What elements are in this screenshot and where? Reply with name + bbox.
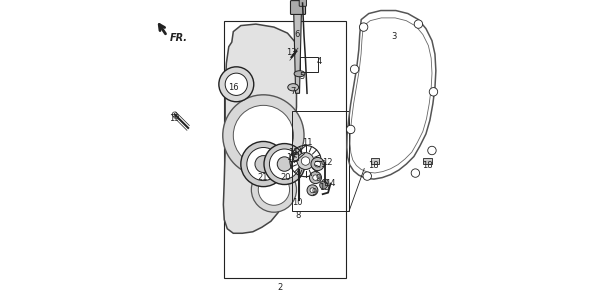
Circle shape [233,105,293,166]
Circle shape [251,167,297,212]
FancyBboxPatch shape [299,0,306,6]
Circle shape [307,185,318,196]
Circle shape [219,67,254,102]
Text: 21: 21 [258,173,268,182]
Text: 3: 3 [392,32,397,41]
Circle shape [297,153,314,169]
Text: 11: 11 [302,138,312,147]
Text: 7: 7 [290,87,296,96]
Circle shape [346,125,355,134]
Text: 13: 13 [286,48,297,57]
Circle shape [223,95,304,176]
Text: 18: 18 [369,161,379,170]
Circle shape [414,20,422,28]
Text: 16: 16 [228,83,238,92]
Bar [224,21,346,278]
Circle shape [277,157,291,171]
Bar [300,57,317,72]
Circle shape [270,149,300,179]
Text: 11: 11 [289,147,299,157]
Circle shape [310,188,315,193]
Circle shape [258,174,290,205]
Circle shape [247,147,280,181]
Circle shape [411,169,419,177]
Text: 5: 5 [299,72,304,81]
Circle shape [314,161,320,167]
Bar [292,111,349,211]
Circle shape [241,141,286,187]
Circle shape [313,175,318,180]
Text: 2: 2 [277,283,283,292]
Circle shape [225,73,247,95]
Circle shape [255,156,272,172]
Circle shape [359,23,368,31]
Circle shape [309,172,322,184]
Circle shape [430,88,438,96]
Text: 12: 12 [322,158,333,167]
Circle shape [172,112,177,117]
Circle shape [322,179,328,185]
Circle shape [428,146,436,155]
Circle shape [320,181,327,189]
Text: 15: 15 [319,183,330,192]
Text: 6: 6 [295,30,300,39]
Bar [371,158,379,164]
Bar [293,152,298,160]
Text: 14: 14 [325,179,336,188]
Ellipse shape [294,71,305,77]
FancyBboxPatch shape [290,1,306,14]
Text: 9: 9 [316,174,321,183]
Text: FR.: FR. [169,33,188,43]
Text: 19: 19 [169,114,179,123]
Polygon shape [224,24,300,233]
Bar [423,158,432,164]
Ellipse shape [288,84,299,91]
Text: 20: 20 [280,173,291,182]
Circle shape [301,157,310,165]
Text: 4: 4 [317,57,322,66]
Polygon shape [293,3,301,93]
Text: 10: 10 [292,198,302,207]
Circle shape [264,144,305,185]
Circle shape [363,172,372,180]
Text: 18: 18 [422,161,432,170]
Circle shape [311,157,324,171]
Text: 8: 8 [296,211,301,220]
Text: 17: 17 [286,153,296,162]
Circle shape [350,65,359,73]
Text: 9: 9 [311,188,316,197]
Text: 9: 9 [320,160,325,169]
